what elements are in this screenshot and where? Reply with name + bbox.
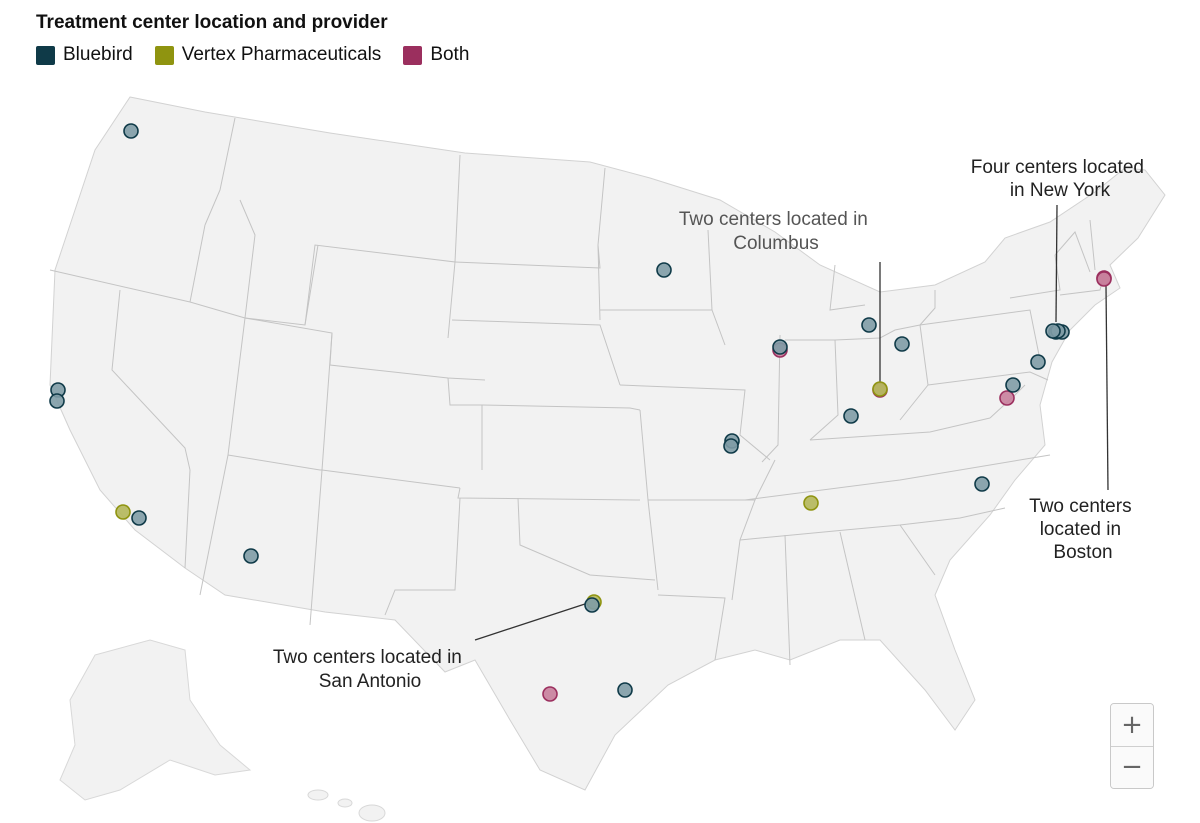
anno-columbus-line-1: Two centers located in [679,209,868,230]
legend-swatch-bluebird [36,45,55,65]
alaska-land [59,639,252,801]
legend-label-bluebird: Bluebird [63,44,133,65]
legend-swatch-vertex [154,45,174,65]
anno-new-york-line-2: in New York [1010,180,1111,201]
contiguous-us-land [49,96,1166,791]
center-marker-oh-10[interactable] [894,336,910,352]
hawaii-land [307,789,386,822]
anno-new-york: Four centers located in New York [971,157,1149,201]
legend-swatch-both [403,45,423,65]
zoom-divider [1111,745,1153,747]
anno-boston-line-1: Two centers [1029,496,1131,517]
center-marker-tx-28[interactable] [584,597,600,613]
center-marker-tx-29[interactable] [542,686,558,702]
center-marker-oh-12[interactable] [872,381,888,397]
center-marker-va-18[interactable] [999,390,1015,406]
land-masses [49,96,1166,822]
anno-columbus: Two centers located in Columbus [679,209,873,254]
center-marker-ca-2[interactable] [49,393,65,409]
state-borders [49,117,1106,666]
anno-new-york-line-1: Four centers located [971,157,1144,178]
center-marker-ny-24[interactable] [1045,323,1061,339]
center-marker-ca-4[interactable] [131,510,147,526]
legend-label-vertex: Vertex Pharmaceuticals [181,44,382,65]
anno-san-antonio-line-1: Two centers located in [273,647,462,668]
center-marker-nc-17[interactable] [974,476,990,492]
legend-item-vertex: Vertex Pharmaceuticals [154,44,382,66]
legend-title: Treatment center location and provider [36,12,388,33]
center-marker-ma-26[interactable] [1096,271,1112,287]
legend-label-both: Both [430,44,470,65]
zoom-out-button[interactable]: − [1111,746,1153,788]
center-marker-mo-15[interactable] [723,438,739,454]
center-marker-mn-6[interactable] [656,262,672,278]
center-marker-tx-30[interactable] [617,682,633,698]
center-marker-dc-19[interactable] [1005,377,1021,393]
zoom-control: + − [1110,703,1154,789]
zoom-in-button[interactable]: + [1111,704,1153,746]
leader-san-antonio [474,602,589,641]
center-marker-tn-16[interactable] [803,495,819,511]
center-marker-pa-20[interactable] [1030,354,1046,370]
legend-item-both: Both [403,44,469,66]
center-marker-mi-9[interactable] [861,317,877,333]
anno-san-antonio-line-2: San Antonio [319,671,421,692]
anno-boston-line-3: Boston [1053,542,1112,563]
leader-new-york [1055,204,1058,323]
annotations: Four centers located in New York Two cen… [273,157,1149,692]
legend-item-bluebird: Bluebird [36,44,133,66]
center-marker-il-8[interactable] [772,339,788,355]
anno-columbus-line-2: Columbus [733,233,819,254]
anno-san-antonio: Two centers located in San Antonio [273,647,467,692]
center-marker-wa-0[interactable] [123,123,139,139]
center-marker-in-13[interactable] [843,408,859,424]
legend: Bluebird Vertex Pharmaceuticals Both [36,44,491,66]
leader-boston [1105,285,1109,491]
center-markers [49,123,1112,702]
anno-boston-line-2: located in [1040,519,1121,540]
anno-boston: Two centers located in Boston [1029,496,1137,563]
center-marker-ca-3[interactable] [115,504,131,520]
center-marker-az-5[interactable] [243,548,259,564]
annotation-leaders [474,204,1109,641]
